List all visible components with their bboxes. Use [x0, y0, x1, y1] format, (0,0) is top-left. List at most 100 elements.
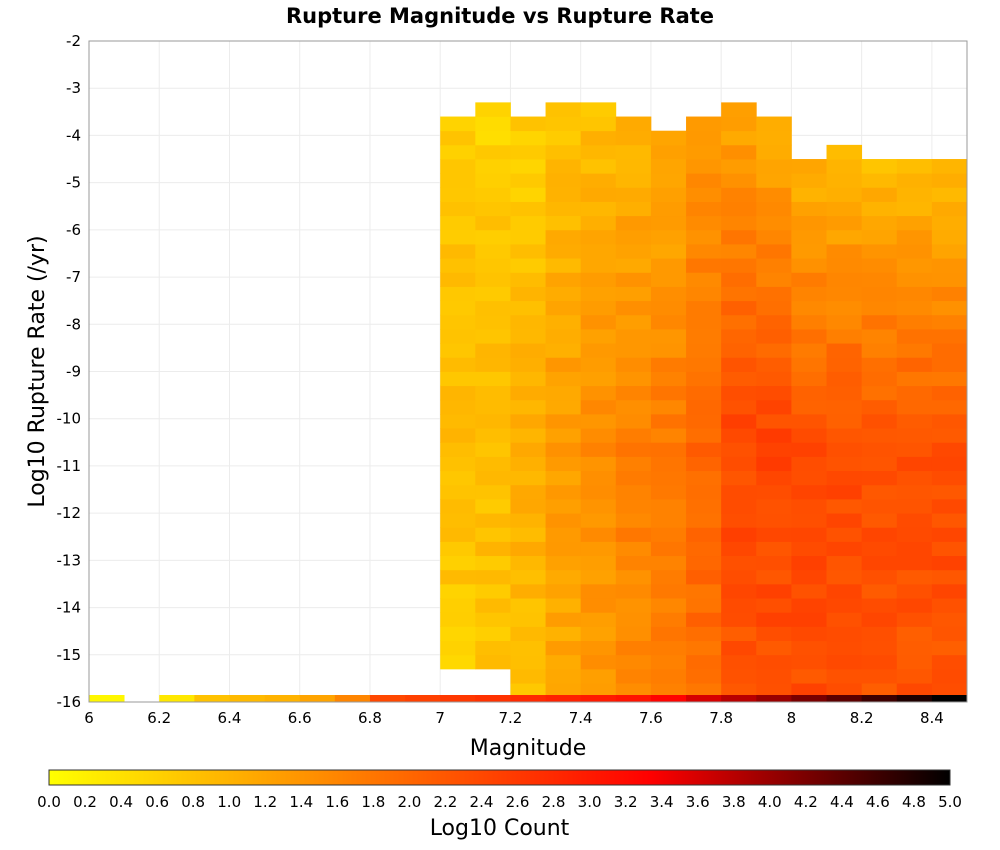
heatmap-cell — [756, 555, 792, 571]
heatmap-cell — [791, 314, 827, 330]
heatmap-cell — [756, 683, 792, 698]
heatmap-cell — [791, 258, 827, 273]
colorbar-tick-label: 4.0 — [758, 793, 782, 811]
heatmap-cell — [580, 116, 617, 132]
y-tick-label: -13 — [57, 551, 82, 569]
heatmap-cell — [931, 258, 968, 273]
heatmap-cell — [896, 229, 933, 245]
heatmap-cell — [686, 583, 722, 599]
heatmap-cell — [826, 272, 863, 287]
heatmap-cell — [545, 626, 582, 642]
heatmap-cell — [440, 541, 476, 557]
heatmap-cell — [440, 555, 476, 571]
heatmap-cell — [686, 357, 722, 372]
heatmap-cell — [440, 229, 476, 245]
heatmap-cell — [615, 201, 652, 217]
heatmap-cell — [861, 187, 898, 202]
colorbar-tick-label: 0.8 — [181, 793, 205, 811]
heatmap-cell — [650, 229, 687, 245]
heatmap-cell — [896, 286, 933, 302]
heatmap-cell — [756, 413, 792, 429]
heatmap-cell — [861, 413, 898, 429]
heatmap-cell — [756, 583, 792, 599]
heatmap-cell — [650, 244, 687, 259]
heatmap-cell — [580, 541, 617, 557]
heatmap-cell — [721, 470, 757, 486]
heatmap-cell — [896, 428, 933, 443]
heatmap-cell — [650, 130, 687, 146]
heatmap-cell — [510, 527, 546, 542]
heatmap-cell — [615, 314, 652, 330]
heatmap-cell — [615, 187, 652, 202]
heatmap-cell — [650, 286, 687, 302]
heatmap-cell — [615, 116, 652, 132]
x-tick-label: 6.6 — [288, 709, 312, 727]
heatmap-cell — [756, 144, 792, 160]
heatmap-cell — [791, 229, 827, 245]
x-tick-label: 7.8 — [709, 709, 733, 727]
heatmap-cell — [89, 695, 125, 702]
heatmap-cell — [440, 413, 476, 429]
colorbar-tick-label: 3.2 — [614, 793, 638, 811]
heatmap-cell — [791, 470, 827, 486]
heatmap-cell — [440, 695, 476, 702]
heatmap-cell — [756, 215, 792, 231]
heatmap-cell — [756, 343, 792, 358]
heatmap-cell — [650, 527, 687, 542]
heatmap-cell — [756, 598, 792, 613]
heatmap-cell — [896, 668, 933, 684]
colorbar-tick-label: 1.0 — [217, 793, 241, 811]
heatmap-cell — [615, 513, 652, 528]
heatmap-cell — [721, 116, 757, 132]
heatmap-cell — [756, 130, 792, 146]
heatmap-cell — [791, 456, 827, 472]
heatmap-cell — [721, 329, 757, 344]
heatmap-cell — [896, 329, 933, 344]
heatmap-cell — [510, 695, 546, 702]
y-tick-label: -11 — [57, 457, 82, 475]
colorbar-tick-label: 2.6 — [506, 793, 530, 811]
heatmap-cell — [826, 329, 863, 344]
x-tick-label: 6 — [84, 709, 94, 727]
heatmap-cell — [931, 456, 968, 472]
heatmap-cell — [650, 187, 687, 202]
heatmap-cell — [440, 314, 476, 330]
heatmap-cell — [440, 343, 476, 358]
heatmap-cell — [475, 173, 511, 188]
heatmap-cell — [686, 385, 722, 401]
heatmap-cell — [896, 244, 933, 259]
heatmap-cell — [650, 272, 687, 287]
heatmap-cell — [931, 385, 968, 401]
heatmap-cell — [510, 258, 546, 273]
heatmap-cell — [580, 399, 617, 415]
heatmap-cell — [686, 541, 722, 557]
heatmap-cell — [826, 442, 863, 457]
heatmap-cell — [440, 399, 476, 415]
heatmap-cell — [545, 569, 582, 585]
heatmap-cell — [650, 541, 687, 557]
heatmap-cell — [686, 569, 722, 585]
heatmap-cell — [510, 470, 546, 486]
heatmap-cell — [826, 640, 863, 656]
heatmap-cell — [545, 498, 582, 514]
heatmap-cell — [756, 668, 792, 684]
x-tick-label: 6.2 — [147, 709, 171, 727]
heatmap-cell — [510, 498, 546, 514]
heatmap-cell — [475, 229, 511, 245]
heatmap-cell — [931, 470, 968, 486]
heatmap-cell — [545, 102, 582, 117]
heatmap-cell — [896, 654, 933, 670]
heatmap-cell — [475, 428, 511, 443]
colorbar-tick-label: 4.6 — [866, 793, 890, 811]
heatmap-cell — [580, 428, 617, 443]
heatmap-cell — [721, 640, 757, 656]
heatmap-cell — [650, 470, 687, 486]
heatmap-cell — [440, 385, 476, 401]
heatmap-cell — [510, 371, 546, 387]
heatmap-cell — [756, 272, 792, 287]
heatmap-cell — [791, 626, 827, 642]
heatmap-cell — [686, 442, 722, 457]
heatmap-cell — [896, 541, 933, 557]
colorbar-tick-label: 5.0 — [938, 793, 962, 811]
colorbar-tick-label: 4.8 — [902, 793, 926, 811]
